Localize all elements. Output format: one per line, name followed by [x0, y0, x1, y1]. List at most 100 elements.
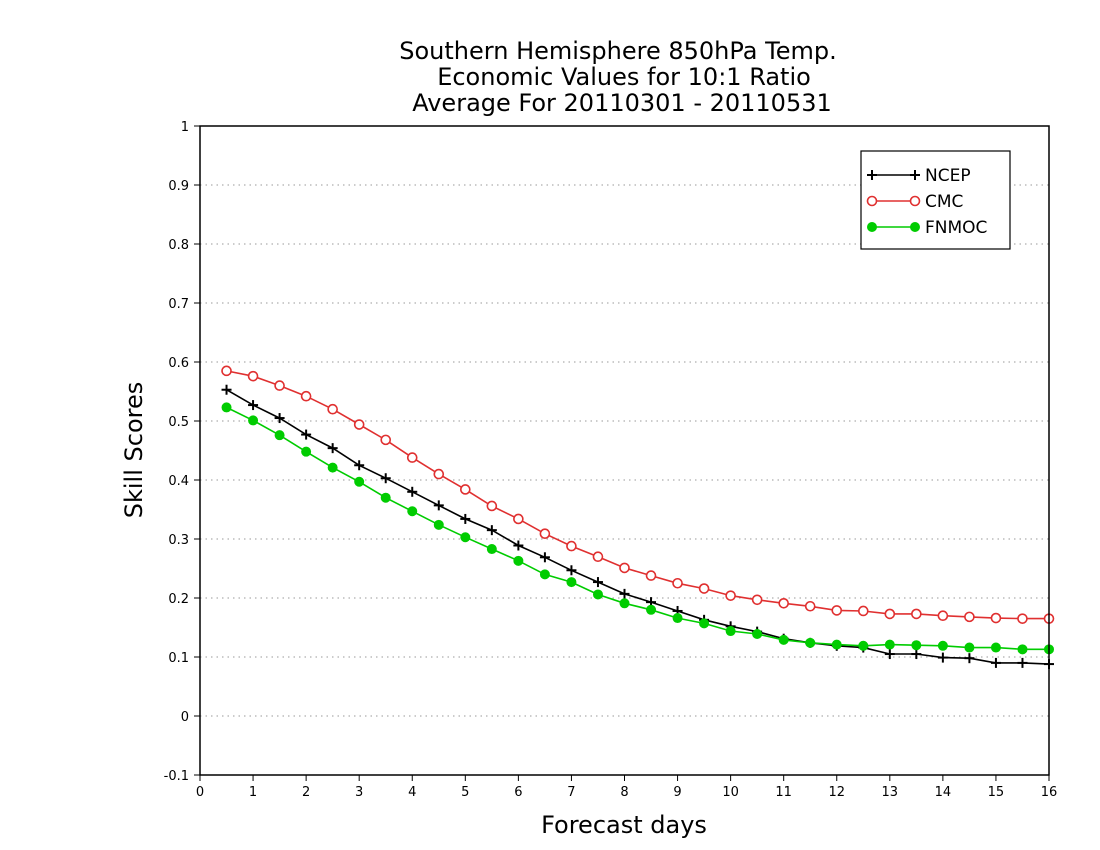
series-ncep [221, 384, 1054, 670]
series-fnmoc-point [990, 642, 1001, 653]
chart-title: Southern Hemisphere 850hPa Temp. Economi… [399, 37, 836, 117]
series-fnmoc-point [407, 506, 418, 517]
series-ncep-point [248, 400, 259, 411]
y-tick-label: 0 [181, 710, 189, 725]
y-axis-label: Skill Scores [120, 382, 148, 519]
series-fnmoc-point [805, 637, 816, 648]
y-tick-label: 0.9 [168, 179, 189, 194]
series-fnmoc-point [619, 598, 630, 609]
series-cmc-point [884, 608, 896, 620]
series-fnmoc-point [513, 555, 524, 566]
series-fnmoc-point [592, 589, 603, 600]
series-fnmoc-point [725, 626, 736, 637]
series-cmc-point [592, 551, 604, 563]
series-cmc-point [1017, 613, 1028, 624]
legend-label-cmc: CMC [925, 192, 963, 212]
series-cmc-point [964, 611, 975, 623]
series-cmc [221, 365, 1055, 624]
y-tick-label: 1 [181, 120, 189, 135]
series-ncep-point [911, 649, 922, 660]
series-fnmoc-point [884, 639, 895, 650]
x-axis-label: Forecast days [541, 811, 707, 839]
series-cmc-point [353, 419, 365, 430]
y-tick-label: 0.5 [168, 415, 189, 430]
series-fnmoc-point [964, 642, 975, 653]
y-tick-label: 0.2 [168, 592, 189, 607]
x-tick-label: 15 [988, 785, 1005, 800]
series-fnmoc-point [1017, 644, 1028, 655]
legend-box [860, 150, 1011, 250]
series-ncep-point [274, 413, 285, 424]
series-ncep-point [407, 486, 418, 497]
legend-items: NCEP CMC FNMOC [866, 166, 987, 238]
series-ncep-point [460, 513, 471, 524]
series-ncep-point [539, 552, 550, 563]
series-fnmoc-point [831, 639, 842, 650]
series-fnmoc-point [699, 618, 710, 629]
series-cmc-point [247, 370, 259, 382]
series-fnmoc-point [752, 628, 763, 639]
series-cmc-point [300, 390, 312, 402]
series-fnmoc-point [937, 640, 948, 651]
x-tick-label: 4 [408, 785, 416, 800]
series-cmc-point [937, 610, 949, 622]
series-cmc-point [990, 612, 1002, 624]
x-tick-label: 0 [196, 785, 204, 800]
series-cmc-point [460, 484, 471, 495]
series-ncep-point [486, 525, 497, 536]
series-fnmoc-point [539, 569, 550, 580]
series-cmc-point [804, 600, 816, 612]
series-ncep-point [380, 473, 391, 484]
series-ncep-point [937, 652, 948, 663]
series-cmc-point [911, 608, 922, 620]
x-tick-label: 14 [935, 785, 952, 800]
series-fnmoc-point [274, 430, 285, 441]
series-ncep-point [354, 460, 365, 471]
y-tick-label: 0.6 [168, 356, 189, 371]
series-cmc-point [619, 562, 630, 574]
x-tick-label: 6 [514, 785, 522, 800]
series-fnmoc-point [433, 519, 444, 530]
y-tick-label: -0.1 [164, 769, 189, 784]
series-cmc-point [725, 590, 736, 601]
x-tick-label: 5 [461, 785, 469, 800]
series-fnmoc-point [778, 634, 789, 645]
legend-marker-start [867, 170, 877, 180]
series-fnmoc-point [646, 604, 657, 615]
y-tick-label: 0.4 [168, 474, 189, 489]
series-ncep-point [884, 649, 895, 660]
legend-marker-end [909, 195, 921, 207]
series-ncep-point [301, 429, 312, 440]
series-fnmoc-line [226, 406, 1049, 651]
series-ncep-point [1017, 657, 1028, 668]
x-tick-label: 2 [302, 785, 310, 800]
series-cmc-point [274, 380, 285, 391]
chart-title-line-1: Southern Hemisphere 850hPa Temp. [399, 37, 836, 65]
series-cmc-point [327, 403, 338, 415]
legend-item-ncep: NCEP [867, 166, 971, 186]
legend-marker-start [867, 222, 877, 232]
series-cmc-point [406, 452, 418, 463]
series-cmc-point [857, 605, 869, 617]
series-fnmoc [221, 402, 1054, 655]
series-fnmoc-point [380, 492, 391, 503]
series-ncep-point [592, 577, 603, 588]
legend-item-cmc: CMC [866, 192, 963, 212]
series-fnmoc-point [221, 402, 232, 413]
series-fnmoc-point [301, 446, 312, 457]
series-cmc-point [831, 605, 843, 616]
chart-title-line-2: Economic Values for 10:1 Ratio [437, 63, 811, 91]
y-tick-label: 0.1 [168, 651, 189, 666]
series-cmc-line [226, 370, 1049, 620]
series-cmc-point [221, 365, 232, 377]
series-fnmoc-point [460, 532, 471, 543]
series-cmc-point [513, 513, 524, 525]
series-cmc-point [672, 577, 683, 589]
series-fnmoc-point [672, 613, 683, 624]
y-axis-ticks: -0.1 0 0.1 0.2 0.3 0.4 0.5 0.6 0.7 0.8 0.9 1 [164, 120, 200, 784]
legend-item-fnmoc: FNMOC [867, 218, 987, 238]
series-fnmoc-point [248, 415, 259, 426]
series-ncep-point [433, 500, 444, 511]
series-ncep-point [221, 384, 232, 395]
